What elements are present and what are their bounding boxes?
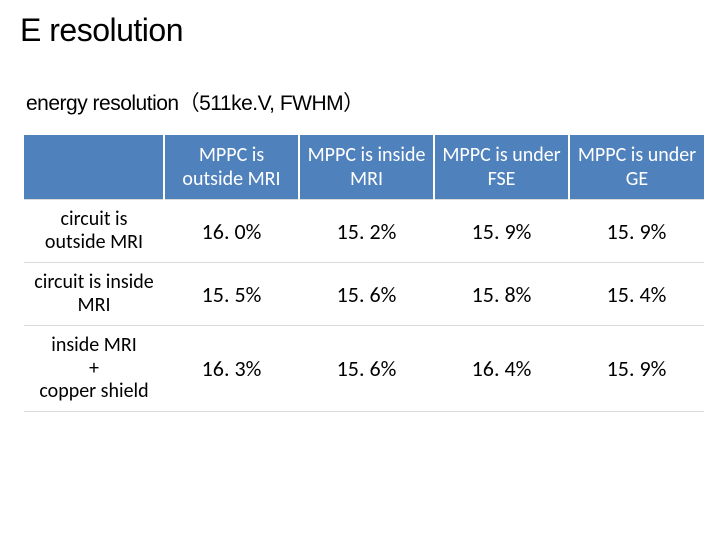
table-cell: 16. 3%	[164, 326, 299, 412]
slide: E resolution energy resolution（511ke.V, …	[0, 0, 720, 540]
table-cell: 15. 4%	[569, 263, 704, 326]
table-row: inside MRI+copper shield 16. 3% 15. 6% 1…	[24, 326, 704, 412]
table-cell: 16. 0%	[164, 200, 299, 263]
table-cell: 15. 6%	[299, 326, 434, 412]
table-cell: 15. 5%	[164, 263, 299, 326]
page-subtitle: energy resolution（511ke.V, FWHM）	[0, 87, 720, 117]
table-row: circuit is inside MRI 15. 5% 15. 6% 15. …	[24, 263, 704, 326]
table-corner	[24, 135, 164, 200]
table-cell: 16. 4%	[434, 326, 569, 412]
row-header: circuit is inside MRI	[24, 263, 164, 326]
table-cell: 15. 9%	[569, 326, 704, 412]
table-cell: 15. 9%	[569, 200, 704, 263]
table-cell: 15. 2%	[299, 200, 434, 263]
row-header: inside MRI+copper shield	[24, 326, 164, 412]
table-header-row: MPPC is outside MRI MPPC is inside MRI M…	[24, 135, 704, 200]
table-row: circuit is outside MRI 16. 0% 15. 2% 15.…	[24, 200, 704, 263]
table-cell: 15. 6%	[299, 263, 434, 326]
row-header: circuit is outside MRI	[24, 200, 164, 263]
col-header: MPPC is under FSE	[434, 135, 569, 200]
resolution-table: MPPC is outside MRI MPPC is inside MRI M…	[24, 135, 704, 412]
table-cell: 15. 9%	[434, 200, 569, 263]
page-title: E resolution	[0, 12, 720, 49]
table-cell: 15. 8%	[434, 263, 569, 326]
col-header: MPPC is under GE	[569, 135, 704, 200]
col-header: MPPC is outside MRI	[164, 135, 299, 200]
col-header: MPPC is inside MRI	[299, 135, 434, 200]
